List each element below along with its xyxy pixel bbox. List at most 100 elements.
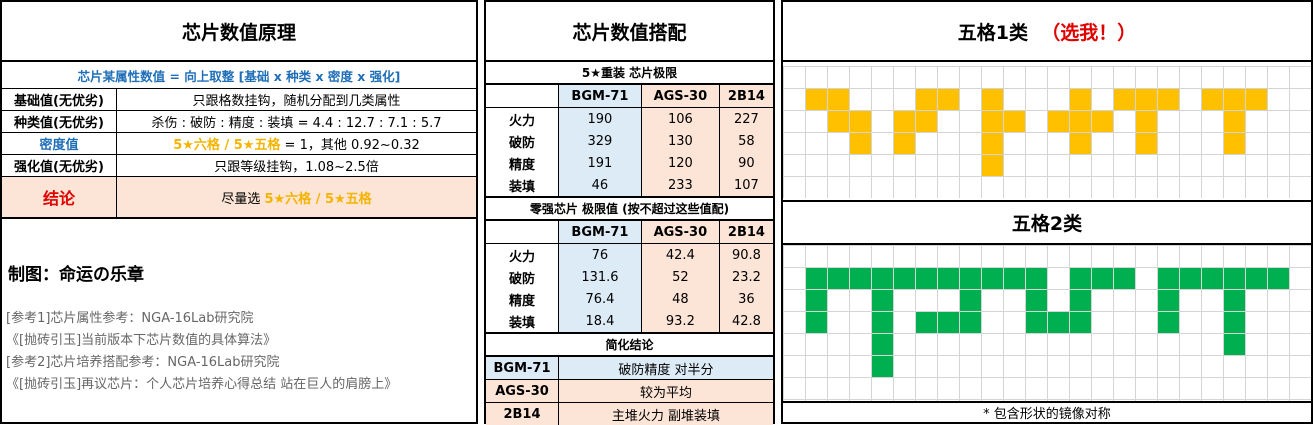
shape-cell — [1070, 290, 1091, 311]
shape-cell — [1224, 111, 1245, 132]
table-cell: 130 — [641, 130, 720, 152]
shape-cell — [1224, 133, 1245, 154]
summary-list: BGM-71 破防精度 对半分 AGS-30 较为平均 2B14 主堆火力 副堆… — [486, 357, 773, 425]
shape-cell — [1026, 290, 1047, 311]
shape-cell — [1136, 111, 1157, 132]
shape-cell — [916, 312, 937, 333]
shape-cell — [872, 290, 893, 311]
maker-credit: 制图：命运の乐章 — [8, 265, 144, 285]
shape-cell — [916, 89, 937, 110]
heavy-subtitle: 5★重装 芯片极限 — [486, 62, 773, 85]
shape-cell — [938, 89, 959, 110]
shape-cell — [916, 111, 937, 132]
shape-cell — [1224, 290, 1245, 311]
col-header: 2B14 — [719, 85, 773, 108]
summary-label: BGM-71 — [486, 357, 559, 379]
shape-cell — [806, 89, 827, 110]
row-base: 基础值(无优劣) 只跟格数挂钩，随机分配到几类属性 — [2, 89, 476, 111]
shape-cell — [1070, 312, 1091, 333]
summary-row: AGS-30 较为平均 — [486, 380, 773, 403]
shape-cell — [1158, 268, 1179, 289]
shape-cell — [1158, 290, 1179, 311]
reference-line: 《[抛砖引玉]当前版本下芯片数值的具体算法》 — [6, 333, 277, 348]
shape-cell — [1180, 268, 1201, 289]
table-cell: 18.4 — [558, 310, 642, 332]
row-value: 杀伤 : 破防 : 精度 : 装填 = 4.4 : 12.7 : 7.1 : 5… — [151, 116, 442, 131]
table-cell: 93.2 — [641, 310, 720, 332]
table-cell: 76.4 — [558, 288, 642, 310]
shape-cell — [960, 312, 981, 333]
shape-cell — [828, 268, 849, 289]
class1-title-text: 五格1类 — [957, 21, 1028, 44]
shape-cell — [1070, 268, 1091, 289]
row-label: 精度 — [486, 152, 559, 174]
shape-cell — [850, 111, 871, 132]
shape-cell — [1114, 89, 1135, 110]
table-cell: 90.8 — [719, 243, 773, 266]
table-cell: 107 — [719, 174, 773, 196]
table-row: 破防 329 130 58 — [486, 130, 773, 152]
table-cell: 190 — [558, 107, 642, 130]
shape-cell — [1224, 334, 1245, 355]
shape-cell — [828, 89, 849, 110]
shape-cell — [828, 111, 849, 132]
table-cell: 76 — [558, 243, 642, 266]
table-cell: 42.4 — [641, 243, 720, 266]
shape-cell — [806, 312, 827, 333]
row-enhance: 强化值(无优劣) 只跟等级挂钩，1.08~2.5倍 — [2, 155, 476, 177]
table-cell: 42.8 — [719, 310, 773, 332]
shape-cell — [938, 312, 959, 333]
shape-cell — [982, 268, 1003, 289]
corner-cell — [486, 85, 559, 108]
shape-cell — [894, 133, 915, 154]
class1-title: 五格1类 （选我！） — [783, 2, 1311, 62]
table-row: 破防 131.6 52 23.2 — [486, 266, 773, 288]
row-label: 装填 — [486, 310, 559, 332]
conclusion-value: 尽量选 5★六格 / 5★五格 — [117, 177, 476, 217]
summary-subtitle: 简化结论 — [486, 332, 773, 357]
shape-cell — [1158, 89, 1179, 110]
table-row: 精度 76.4 48 36 — [486, 288, 773, 310]
row-key: 种类值(无优劣) — [2, 111, 117, 132]
shape-cell — [850, 133, 871, 154]
col-header: AGS-30 — [641, 85, 720, 108]
density-highlight: 5★六格 / 5★五格 — [173, 138, 281, 153]
row-value: 5★六格 / 5★五格 = 1，其他 0.92~0.32 — [117, 133, 476, 154]
row-label: 火力 — [486, 107, 559, 130]
table-cell: 131.6 — [558, 266, 642, 288]
zero-subtitle: 零强芯片 极限值 (按不超过这些值配) — [486, 196, 773, 221]
class2-title: 五格2类 — [783, 200, 1311, 245]
shape-cell — [916, 268, 937, 289]
shape-cell — [806, 268, 827, 289]
pick-me-label: （选我！） — [1041, 21, 1137, 44]
conclusion-highlight: 5★六格 / 5★五格 — [264, 191, 372, 207]
shape-cell — [1268, 268, 1289, 289]
table-cell: 106 — [641, 107, 720, 130]
shape-cell — [982, 133, 1003, 154]
reference-line: 《[抛砖引玉]再议芯片：个人芯片培养心得总结 站在巨人的肩膀上》 — [6, 377, 398, 392]
density-rest: = 1，其他 0.92~0.32 — [280, 138, 420, 153]
shape-cell — [982, 155, 1003, 176]
table-cell: 191 — [558, 152, 642, 174]
col-header: AGS-30 — [641, 221, 720, 244]
row-density: 密度值 5★六格 / 5★五格 = 1，其他 0.92~0.32 — [2, 133, 476, 155]
shape-cell — [1202, 268, 1223, 289]
shape-cell — [1004, 111, 1025, 132]
table-row: 火力 190 106 227 — [486, 107, 773, 130]
shape-cell — [960, 290, 981, 311]
class2-grid — [783, 245, 1311, 401]
shape-cell — [982, 111, 1003, 132]
zero-header-row: BGM-71 AGS-30 2B14 — [486, 221, 773, 244]
table-cell: 36 — [719, 288, 773, 310]
table-cell: 329 — [558, 130, 642, 152]
row-label: 精度 — [486, 288, 559, 310]
shape-cell — [1246, 89, 1267, 110]
summary-label: AGS-30 — [486, 380, 559, 402]
table-cell: 120 — [641, 152, 720, 174]
mirror-note: * 包含形状的镜像对称 — [783, 401, 1311, 422]
shape-cell — [1114, 268, 1135, 289]
row-label: 破防 — [486, 266, 559, 288]
shape-cell — [872, 268, 893, 289]
shape-cell — [1048, 111, 1069, 132]
col-header: 2B14 — [719, 221, 773, 244]
